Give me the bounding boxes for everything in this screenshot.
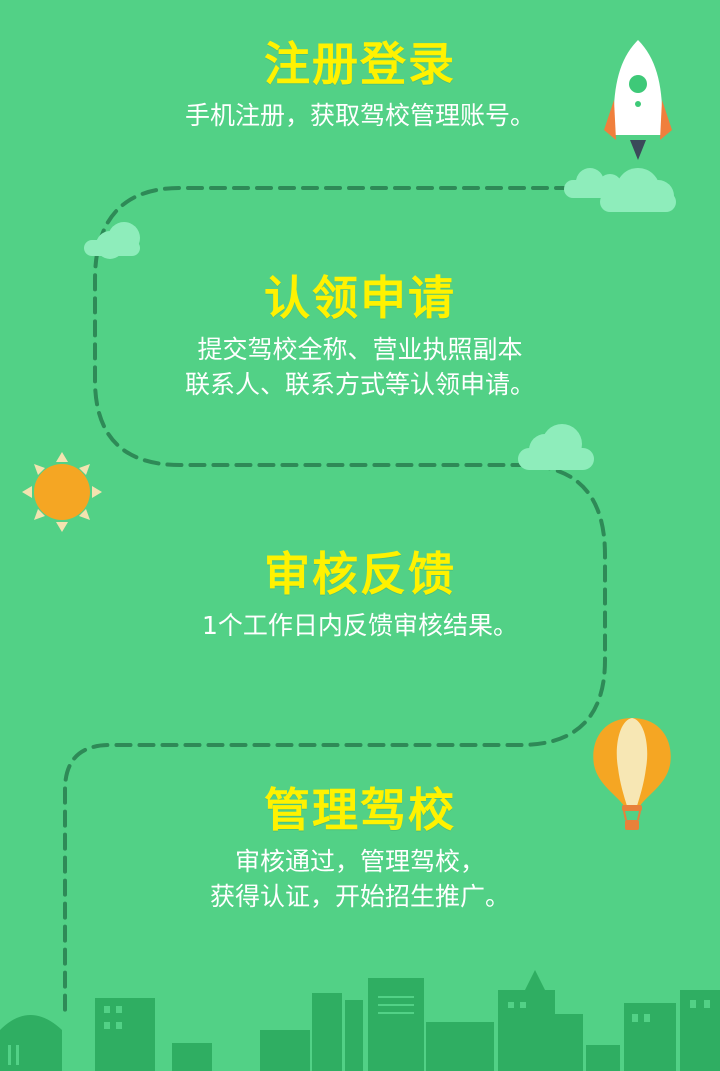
step-description-line: 审核通过，管理驾校，: [234, 847, 485, 876]
step-title: 认领申请: [264, 271, 456, 325]
step-title: 注册登录: [264, 37, 456, 91]
cloud-icon: [564, 168, 676, 212]
step-description-line: 手机注册，获取驾校管理账号。: [184, 101, 535, 130]
rocket-icon: [604, 40, 672, 160]
city-skyline: [0, 970, 720, 1071]
cloud-icon: [84, 222, 140, 259]
step-register-login: 注册登录 手机注册，获取驾校管理账号。: [0, 36, 720, 133]
step-description: 1个工作日内反馈审核结果。: [0, 608, 720, 643]
step-description: 审核通过，管理驾校， 获得认证，开始招生推广。: [0, 844, 720, 914]
step-review-feedback: 审核反馈 1个工作日内反馈审核结果。: [0, 546, 720, 643]
hot-air-balloon-icon: [593, 718, 671, 830]
cloud-icon: [518, 424, 594, 470]
step-title: 审核反馈: [264, 547, 456, 601]
step-description-line: 1个工作日内反馈审核结果。: [202, 611, 518, 640]
step-description-line: 联系人、联系方式等认领申请。: [184, 370, 535, 399]
sun-icon: [22, 452, 102, 532]
step-description: 提交驾校全称、营业执照副本 联系人、联系方式等认领申请。: [0, 332, 720, 402]
step-description: 手机注册，获取驾校管理账号。: [0, 98, 720, 133]
step-description-line: 提交驾校全称、营业执照副本: [197, 335, 523, 364]
step-description-line: 获得认证，开始招生推广。: [209, 882, 510, 911]
step-manage-school: 管理驾校 审核通过，管理驾校， 获得认证，开始招生推广。: [0, 782, 720, 914]
step-claim-application: 认领申请 提交驾校全称、营业执照副本 联系人、联系方式等认领申请。: [0, 270, 720, 402]
step-title: 管理驾校: [264, 783, 456, 837]
